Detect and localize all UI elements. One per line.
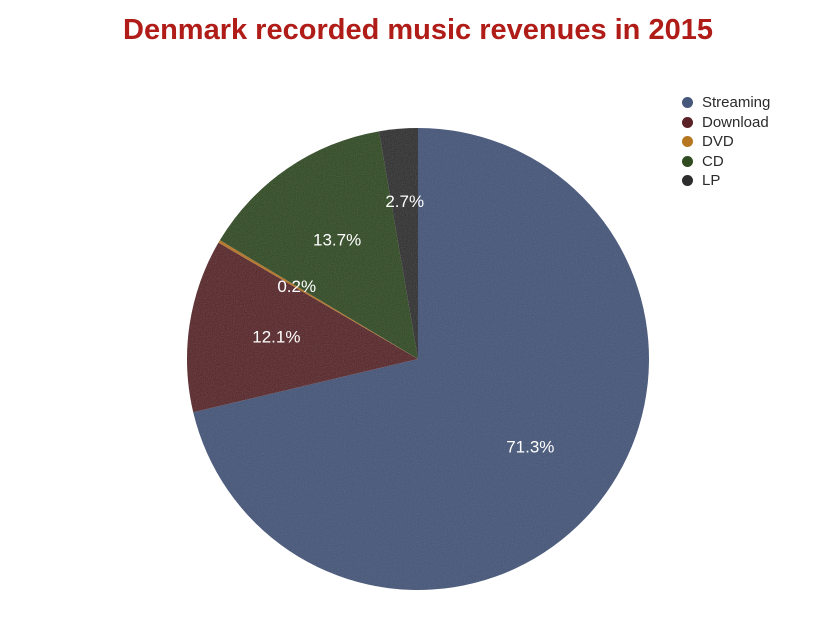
legend-swatch	[682, 97, 693, 109]
slice-label-cd: 13.7%	[313, 230, 361, 249]
legend-swatch	[682, 136, 693, 148]
pie-slice-cd	[219, 131, 418, 359]
legend-item-streaming: Streaming	[682, 93, 770, 113]
legend-label: LP	[702, 172, 721, 190]
slice-label-download: 12.1%	[252, 327, 300, 346]
legend-label: Download	[702, 113, 769, 131]
pie-slice-dvd	[218, 240, 418, 359]
legend-item-download: Download	[682, 113, 770, 133]
chart-legend: Streaming Download DVD CD LP	[682, 93, 770, 191]
pie-slice-streaming	[193, 128, 649, 590]
legend-swatch	[682, 175, 693, 187]
chart-title: Denmark recorded music revenues in 2015	[123, 14, 713, 46]
legend-swatch	[682, 155, 693, 167]
slice-label-lp: 2.7%	[385, 192, 424, 211]
pie-slice-download	[186, 242, 418, 413]
legend-item-dvd: DVD	[682, 132, 770, 152]
pie-slices	[186, 128, 649, 590]
legend-label: DVD	[702, 133, 734, 151]
pie-slice-labels: 71.3% 12.1% 0.2% 13.7% 2.7%	[252, 192, 554, 456]
legend-item-cd: CD	[682, 152, 770, 172]
legend-swatch	[682, 116, 693, 128]
pie-slice-lp	[378, 128, 418, 359]
legend-label: CD	[702, 152, 724, 170]
slice-label-streaming: 71.3%	[506, 437, 554, 456]
slice-label-dvd: 0.2%	[277, 277, 316, 296]
legend-label: Streaming	[702, 94, 771, 112]
legend-item-lp: LP	[682, 171, 770, 191]
